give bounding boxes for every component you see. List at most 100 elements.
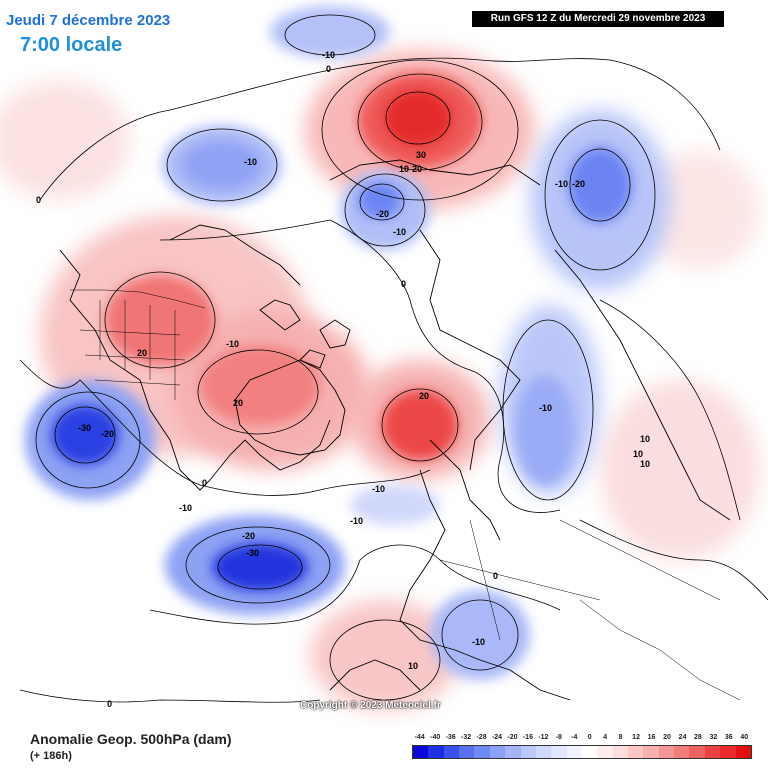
scale-swatch [720,746,736,758]
border-europe-a [439,559,601,601]
negative-core-pacific [358,182,402,218]
coast-greenland [234,359,346,456]
contour-label: -30 [246,548,259,558]
scale-label: 16 [647,734,656,741]
contour-label: -10 [472,637,485,647]
contour-label: 0 [202,478,207,488]
contour-label: 20 [233,398,243,408]
lead-time: (+ 186h) [30,750,72,762]
coast-siberia [329,159,541,186]
contour-zero-c [19,359,431,496]
contour-east-trough-neg10 [502,319,594,501]
contour-label: -10 [555,179,568,189]
negative-core-south [212,543,308,591]
scale-label: -12 [538,734,549,741]
scale-label: -8 [555,734,562,741]
scale-swatch [597,746,613,758]
scale-swatch [643,746,659,758]
negative-core-west [51,405,119,465]
contour-label: -20 [376,209,389,219]
contour-label: 30 [416,150,426,160]
contour-label: -30 [78,423,91,433]
contour-siberia-20 [357,73,483,171]
scale-swatch [413,746,429,758]
contour-pacific-neg20 [359,183,405,221]
contour-label: 0 [493,571,498,581]
scale-label: 20 [663,734,671,741]
contour-label: 0 [326,64,331,74]
scale-swatch [535,746,552,758]
coast-europe [399,469,571,701]
borders [70,289,741,701]
contour-west-neg30 [54,406,116,464]
scale-swatch [505,746,521,758]
scale-label: 28 [694,734,702,741]
positive-area-north-left [0,80,130,200]
contour-south-neg30 [217,544,303,590]
contour-zero-e [19,689,321,703]
scale-label: -20 [507,734,518,741]
color-scale-labels: -44 -40 -36 -32 -28 -24 -20 -16 -12 -8 -4 0 4 8 12 16 20… [412,734,752,744]
negative-core-alaska [182,141,262,189]
scale-swatch [689,746,705,758]
border-us-states-b [79,329,186,386]
scale-swatch [474,746,490,758]
scale-label: -4 [571,734,578,741]
negative-area-central [350,485,440,525]
run-info: Run GFS 12 Z du Mercredi 29 novembre 202… [472,11,724,27]
anomaly-shading [0,6,760,710]
contour-label: 20 [137,348,147,358]
coast-arctic-islands [259,299,351,369]
scale-label: 12 [632,734,640,741]
contour-label: -10 [179,503,192,513]
contour-zero-f [599,299,741,521]
contour-label: 10 [640,434,650,444]
contour-label: -10 [539,403,552,413]
map-title: Anomalie Geop. 500hPa (dam) [30,731,232,747]
coast-africa [329,659,421,691]
contour-label: -20 [242,531,255,541]
coast-russia [419,229,521,471]
scale-label: 4 [603,734,608,741]
contour-siberia-10 [321,59,519,201]
scale-label: -36 [445,734,456,741]
contour-canada-20 [104,271,216,369]
color-scale-bar [412,745,752,759]
scale-label: 24 [678,734,687,741]
contour-zero-d [149,544,561,625]
scale-swatch [704,746,721,758]
contour-south-neg20 [185,526,331,604]
contour-label: -10 [322,50,335,60]
border-asia-a [559,519,721,601]
scale-swatch [628,746,644,758]
positive-area-east-top [640,150,760,270]
copyright-notice: Copyright © 2023 Meteociel.fr [300,700,441,711]
scale-label: -16 [522,734,533,741]
coastlines [59,159,731,701]
contour-label: -10 [244,157,257,167]
scale-swatch [566,746,582,758]
positive-core-atlantic [382,390,458,460]
contour-atlantic-20 [381,388,459,462]
contour-label: -20 [572,179,585,189]
scale-swatch [459,746,475,758]
contour-alaska-neg10 [166,128,278,202]
scale-swatch [581,746,598,758]
contour-pacific-neg10 [344,173,426,247]
scale-label: 36 [724,734,733,741]
contour-label: 0 [36,195,41,205]
contour-east-neg10 [544,119,656,271]
scale-label: -32 [461,734,472,741]
negative-area-europe [430,590,530,680]
coast-scandinavia [429,439,501,541]
negative-area-north-alaska [270,6,390,58]
contour-africa-10 [329,619,441,701]
contour-label: 0 [107,699,112,709]
border-asia-b [579,599,741,701]
contour-label: -10 [393,227,406,237]
contour-label: 10 [408,661,418,671]
contour-zero-a [39,57,721,201]
scale-label: 0 [587,734,592,741]
